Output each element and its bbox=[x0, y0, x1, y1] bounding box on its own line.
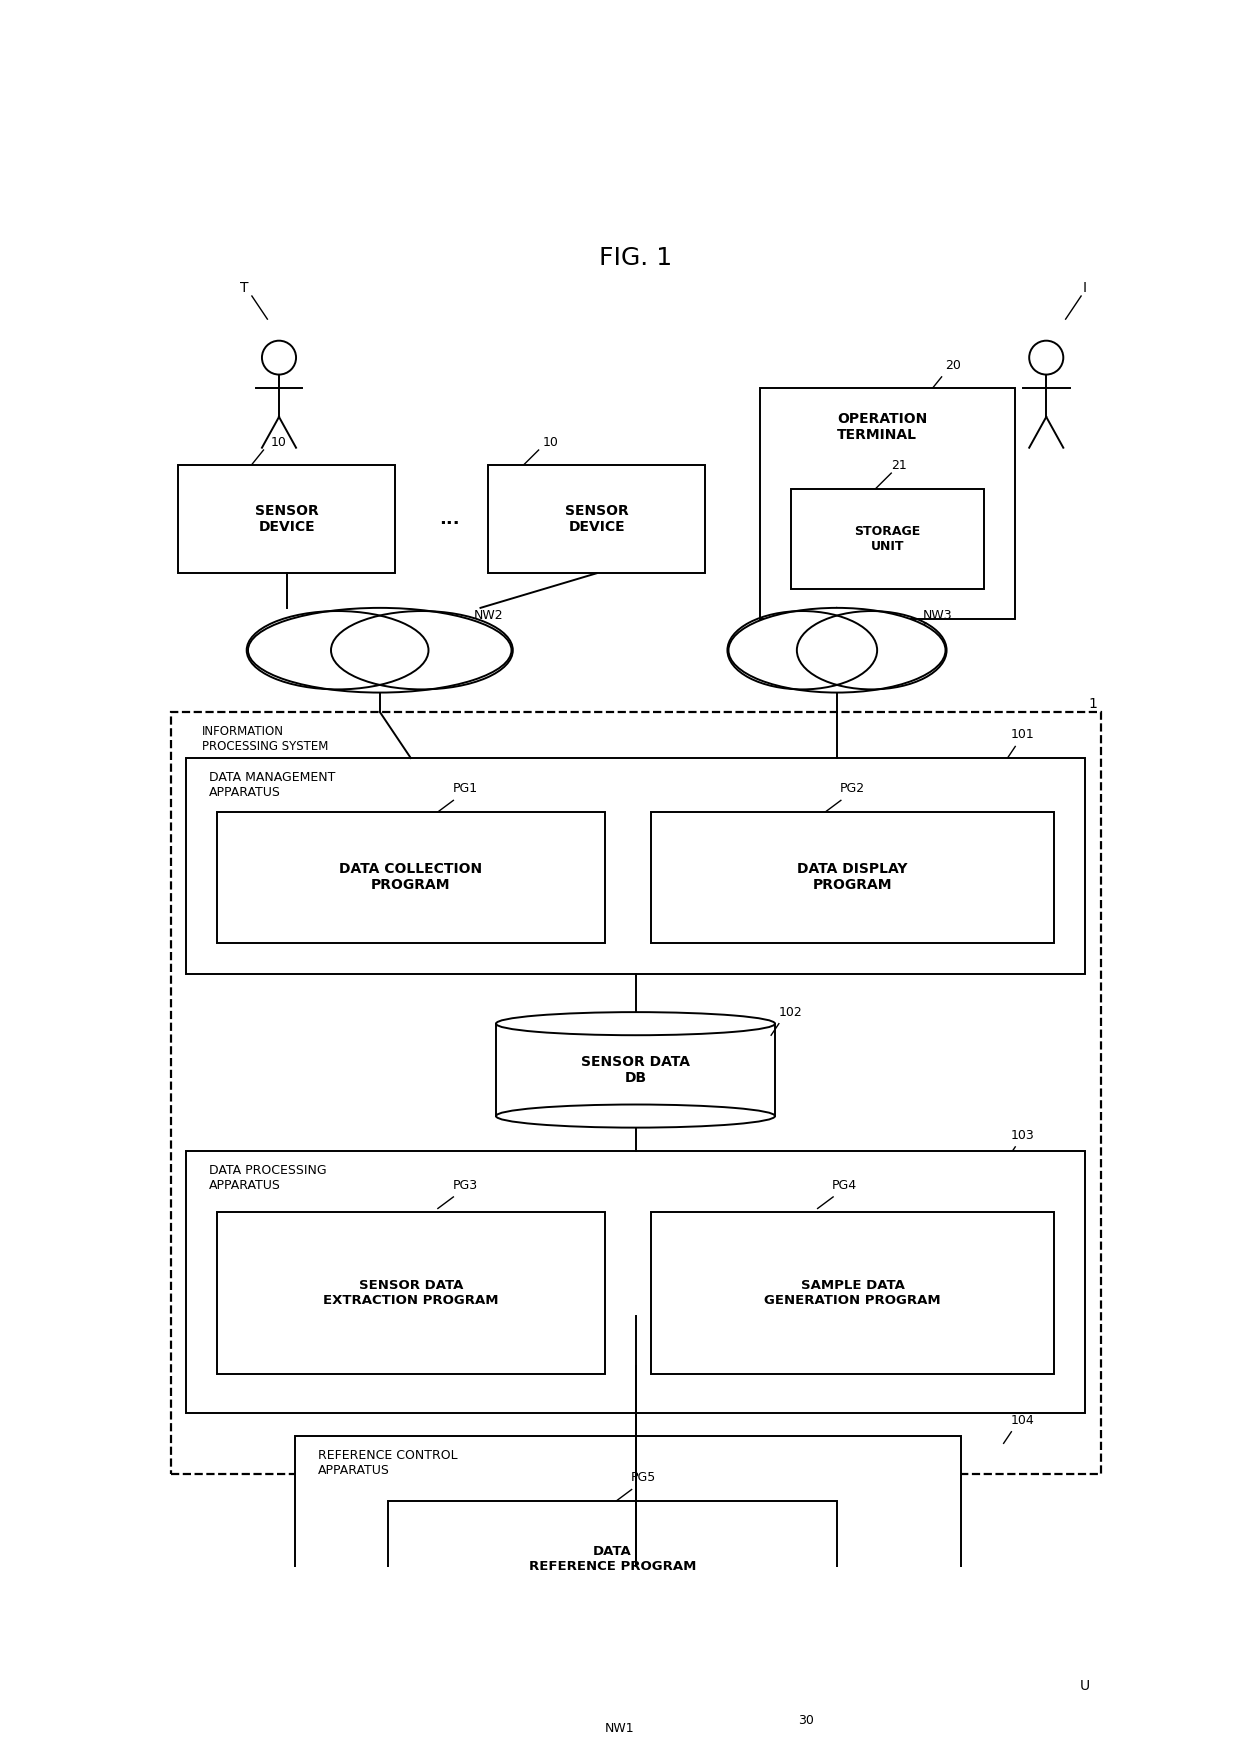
Ellipse shape bbox=[248, 608, 511, 692]
Text: T: T bbox=[239, 282, 248, 296]
Bar bbox=[387, 1500, 837, 1617]
Text: INFORMATION
PROCESSING SYSTEM: INFORMATION PROCESSING SYSTEM bbox=[201, 726, 327, 752]
Text: REFERENCE CONTROL
APPARATUS: REFERENCE CONTROL APPARATUS bbox=[317, 1449, 458, 1476]
Text: SAMPLE DATA
GENERATION PROGRAM: SAMPLE DATA GENERATION PROGRAM bbox=[764, 1278, 941, 1307]
Bar bbox=[186, 757, 1085, 974]
Text: DATA COLLECTION
PROGRAM: DATA COLLECTION PROGRAM bbox=[340, 863, 482, 893]
Text: SENSOR DATA
EXTRACTION PROGRAM: SENSOR DATA EXTRACTION PROGRAM bbox=[322, 1278, 498, 1307]
Text: PG5: PG5 bbox=[631, 1472, 656, 1485]
Bar bbox=[217, 812, 605, 942]
Circle shape bbox=[1014, 1735, 1048, 1761]
Text: ...: ... bbox=[439, 511, 460, 528]
Ellipse shape bbox=[396, 1733, 644, 1761]
Bar bbox=[295, 1435, 961, 1652]
Bar bbox=[217, 1212, 605, 1374]
Text: OPERATION
TERMINAL: OPERATION TERMINAL bbox=[837, 412, 928, 442]
Text: 104: 104 bbox=[1011, 1414, 1035, 1426]
Ellipse shape bbox=[496, 1104, 775, 1127]
Circle shape bbox=[1029, 340, 1063, 375]
Text: PG4: PG4 bbox=[832, 1178, 857, 1192]
Text: PG2: PG2 bbox=[839, 782, 866, 796]
Text: DATA
REFERENCE PROGRAM: DATA REFERENCE PROGRAM bbox=[528, 1544, 696, 1573]
Text: 102: 102 bbox=[779, 1006, 802, 1018]
Bar bbox=[759, 389, 1016, 620]
Text: 20: 20 bbox=[945, 359, 961, 372]
Text: PG3: PG3 bbox=[453, 1178, 477, 1192]
Text: 101: 101 bbox=[1011, 729, 1035, 741]
Text: DATA MANAGEMENT
APPARATUS: DATA MANAGEMENT APPARATUS bbox=[210, 771, 336, 799]
Bar bbox=[186, 1150, 1085, 1412]
Bar bbox=[496, 1023, 775, 1116]
Text: I: I bbox=[1083, 282, 1087, 296]
Text: DATA DISPLAY
PROGRAM: DATA DISPLAY PROGRAM bbox=[797, 863, 908, 893]
Text: SENSOR
DEVICE: SENSOR DEVICE bbox=[565, 504, 629, 534]
Text: PG1: PG1 bbox=[453, 782, 477, 796]
Text: SENSOR DATA
DB: SENSOR DATA DB bbox=[582, 1055, 689, 1085]
Text: 30: 30 bbox=[799, 1713, 813, 1728]
Text: SENSOR
DEVICE: SENSOR DEVICE bbox=[255, 504, 319, 534]
Text: U: U bbox=[1080, 1678, 1090, 1692]
Ellipse shape bbox=[496, 1013, 775, 1035]
Bar bbox=[489, 465, 706, 574]
Text: NW2: NW2 bbox=[474, 609, 503, 622]
Circle shape bbox=[262, 340, 296, 375]
Bar bbox=[791, 488, 985, 588]
Text: 103: 103 bbox=[1011, 1129, 1035, 1141]
Bar bbox=[651, 812, 1054, 942]
Text: 1: 1 bbox=[1089, 697, 1097, 711]
Text: NW3: NW3 bbox=[923, 609, 952, 622]
Text: 10: 10 bbox=[272, 435, 286, 449]
Text: FIG. 1: FIG. 1 bbox=[599, 245, 672, 269]
Text: 10: 10 bbox=[542, 435, 558, 449]
Ellipse shape bbox=[729, 608, 945, 692]
Bar bbox=[744, 1743, 985, 1761]
Text: STORAGE
UNIT: STORAGE UNIT bbox=[854, 525, 920, 553]
Bar bbox=[179, 465, 396, 574]
Text: 21: 21 bbox=[892, 460, 906, 472]
Bar bbox=[171, 711, 1101, 1474]
Text: NW1: NW1 bbox=[605, 1722, 635, 1735]
Bar bbox=[651, 1212, 1054, 1374]
Text: DATA PROCESSING
APPARATUS: DATA PROCESSING APPARATUS bbox=[210, 1164, 327, 1192]
